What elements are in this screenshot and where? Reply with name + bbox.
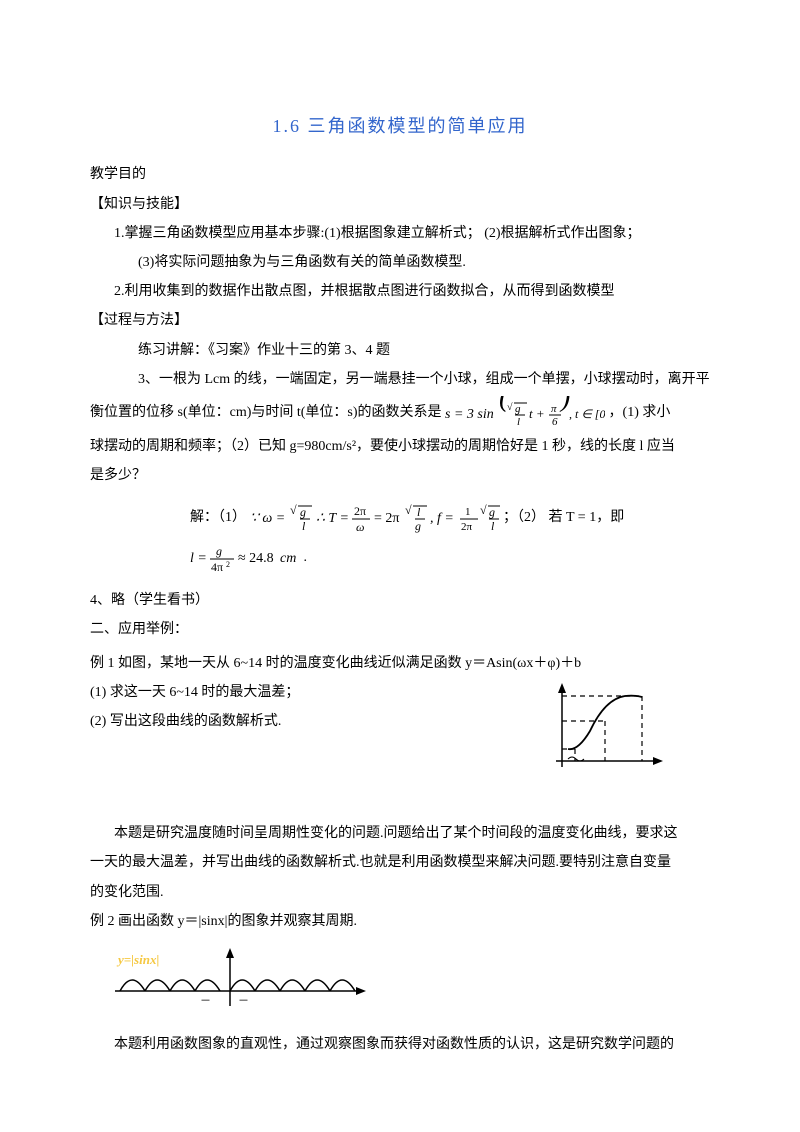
svg-text:= 2π: = 2π — [374, 511, 399, 526]
page-title: 1.6 三角函数模型的简单应用 — [90, 110, 710, 142]
example-2-explanation: 本题利用函数图象的直观性，通过观察图象而获得对函数性质的认识，这是研究数学问题的 — [90, 1032, 710, 1057]
sine-abs-chart: y=|sinx| － － — [110, 946, 710, 1020]
solution-label: 解：（1） — [190, 510, 246, 525]
axis-minus-2: － — [238, 995, 249, 1007]
knowledge-point-2: 2.利用收集到的数据作出散点图，并根据散点图进行函数拟合，从而得到函数模型 — [90, 279, 710, 304]
pendulum-formula: s = 3 sin ( √ g l t + π 6 ) , t ∈ [0,+∞) — [445, 405, 609, 420]
axis-minus-1: － — [200, 995, 211, 1007]
svg-text:π: π — [551, 403, 557, 415]
svg-text:6: 6 — [552, 416, 558, 428]
svg-text:l =: l = — [190, 551, 207, 566]
svg-text:g: g — [415, 519, 421, 533]
svg-text:∴ T =: ∴ T = — [316, 511, 349, 526]
svg-text:g: g — [515, 403, 521, 415]
svg-text:ω: ω — [356, 520, 364, 534]
exercise-intro: 练习讲解：《习案》作业十三的第 3、4 题 — [90, 338, 710, 363]
example-1-title: 例 1 如图，某地一天从 6~14 时的温度变化曲线近似满足函数 y＝Asin(… — [90, 651, 710, 676]
solution-line: 解：（1） ∵ ω = √ g l ∴ T = 2π ω = 2π √ l g … — [90, 498, 710, 578]
problem-3-line-c: 球摆动的周期和频率；（2）已知 g=980cm/s²，要使小球摆动的周期恰好是 … — [90, 434, 710, 459]
example-1-explanation-b: 一天的最大温差，并写出曲线的函数解析式.也就是利用函数模型来解决问题.要特别注意… — [90, 850, 710, 875]
svg-text:2π: 2π — [354, 504, 366, 518]
temperature-chart — [550, 681, 670, 785]
svg-text:1: 1 — [465, 506, 471, 518]
svg-text:l: l — [302, 519, 306, 533]
svg-text:g: g — [489, 505, 495, 519]
example-2-title: 例 2 画出函数 y＝|sinx|的图象并观察其周期. — [90, 909, 710, 934]
skip-line: 4、略（学生看书） — [90, 588, 710, 613]
solution-end: . — [304, 550, 308, 565]
problem-3-text-tail: ，(1) 求小 — [609, 405, 671, 420]
svg-text:∵ ω =: ∵ ω = — [250, 511, 285, 526]
svg-text:≈ 24.8: ≈ 24.8 — [238, 551, 274, 566]
svg-text:, f =: , f = — [430, 511, 454, 526]
svg-text:4π: 4π — [211, 560, 223, 574]
knowledge-point-1b: (3)将实际问题抽象为与三角函数有关的简单函数模型. — [90, 250, 710, 275]
svg-text:g: g — [216, 544, 222, 558]
examples-heading: 二、应用举例： — [90, 617, 710, 642]
problem-3-text-b: 衡位置的位移 s(单位：cm)与时间 t(单位：s)的函数关系是 — [90, 405, 445, 420]
svg-text:cm: cm — [280, 551, 296, 566]
sine-chart-label: y=|sinx| — [118, 948, 159, 971]
heading-goal: 教学目的 — [90, 162, 710, 187]
svg-text:s = 3 sin: s = 3 sin — [445, 407, 494, 422]
svg-text:2: 2 — [226, 560, 230, 569]
svg-text:2π: 2π — [461, 521, 473, 533]
svg-text:, t ∈ [0,+∞): , t ∈ [0,+∞) — [569, 407, 605, 421]
svg-text:t +: t + — [529, 406, 545, 421]
svg-text:√: √ — [290, 503, 297, 517]
solution-formula-1: ∵ ω = √ g l ∴ T = 2π ω = 2π √ l g , f = … — [250, 498, 500, 538]
svg-text:l: l — [517, 416, 520, 428]
svg-text:√: √ — [405, 503, 412, 517]
example-1-explanation-c: 的变化范围. — [90, 880, 710, 905]
solution-mid: ；（2） 若 T = 1，即 — [503, 510, 624, 525]
svg-text:l: l — [417, 505, 421, 519]
example-1-block: 例 1 如图，某地一天从 6~14 时的温度变化曲线近似满足函数 y＝Asin(… — [90, 651, 710, 814]
svg-text:g: g — [300, 505, 306, 519]
knowledge-point-1: 1.掌握三角函数模型应用基本步骤:(1)根据图象建立解析式； (2)根据解析式作… — [90, 221, 710, 246]
svg-text:√: √ — [507, 402, 513, 413]
heading-knowledge-skill: 【知识与技能】 — [90, 192, 710, 217]
svg-text:√: √ — [480, 503, 487, 517]
example-1-explanation-a: 本题是研究温度随时间呈周期性变化的问题.问题给出了某个时间段的温度变化曲线，要求… — [90, 821, 710, 846]
problem-3-line-d: 是多少？ — [90, 463, 710, 488]
problem-3-line-a: 3、一根为 Lcm 的线，一端固定，另一端悬挂一个小球，组成一个单摆，小球摆动时… — [90, 367, 710, 392]
heading-process-method: 【过程与方法】 — [90, 308, 710, 333]
svg-text:l: l — [491, 519, 495, 533]
solution-formula-2: l = g 4π 2 ≈ 24.8 cm — [190, 538, 300, 578]
problem-3-line-b: 衡位置的位移 s(单位：cm)与时间 t(单位：s)的函数关系是 s = 3 s… — [90, 396, 710, 430]
